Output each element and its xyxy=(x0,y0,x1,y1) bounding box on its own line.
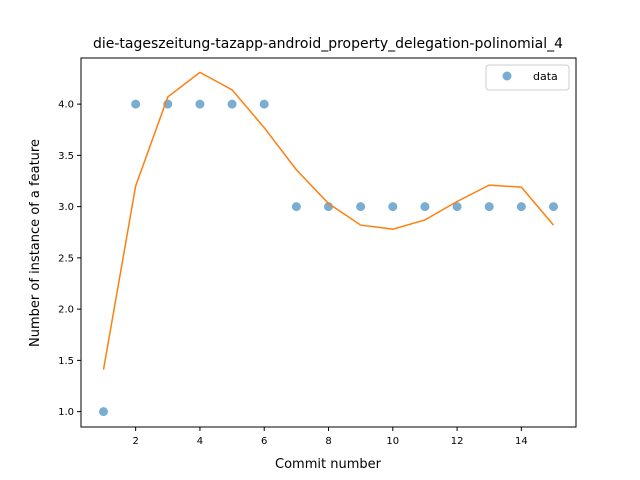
plot-area xyxy=(81,58,576,427)
y-tick-label: 2.0 xyxy=(58,305,74,316)
data-point xyxy=(484,202,494,212)
data-point xyxy=(99,407,108,417)
x-tick-label: 12 xyxy=(451,436,464,447)
legend-label-data: data xyxy=(533,70,558,83)
series-layer xyxy=(99,71,558,417)
x-tick-label: 6 xyxy=(261,436,267,447)
x-axis-label: Commit number xyxy=(275,457,382,472)
x-tick-label: 10 xyxy=(386,436,399,447)
x-tick-label: 14 xyxy=(515,436,528,447)
data-point xyxy=(452,202,462,212)
y-tick-label: 2.5 xyxy=(58,253,74,264)
legend-marker-data xyxy=(502,71,512,81)
x-tick-label: 2 xyxy=(132,436,138,447)
chart-title: die-tageszeitung-tazapp-android_property… xyxy=(93,36,563,52)
fit-line xyxy=(102,71,555,370)
legend: data xyxy=(485,64,570,91)
y-tick-label: 4.0 xyxy=(58,100,74,111)
data-point xyxy=(516,202,526,212)
data-point xyxy=(195,99,205,109)
x-tick-label: 8 xyxy=(325,436,331,447)
legend-box xyxy=(485,64,570,91)
y-tick-label: 1.5 xyxy=(58,356,74,367)
data-point xyxy=(259,99,269,109)
x-ticks: 2 4 6 8 10 12 14 xyxy=(132,427,528,447)
data-point xyxy=(549,202,558,212)
y-tick-label: 3.5 xyxy=(58,151,74,162)
y-tick-label: 3.0 xyxy=(58,202,74,213)
data-point xyxy=(291,202,301,212)
x-tick-label: 4 xyxy=(197,436,203,447)
y-axis-label: Number of instance of a feature xyxy=(28,139,43,347)
data-point xyxy=(388,202,398,212)
data-point xyxy=(131,99,141,109)
plot-frame xyxy=(80,57,577,428)
data-point xyxy=(227,99,237,109)
y-tick-label: 1.0 xyxy=(58,407,74,418)
data-point xyxy=(356,202,366,212)
data-point xyxy=(420,202,430,212)
y-ticks: 1.0 1.5 2.0 2.5 3.0 3.5 4.0 xyxy=(58,100,81,418)
